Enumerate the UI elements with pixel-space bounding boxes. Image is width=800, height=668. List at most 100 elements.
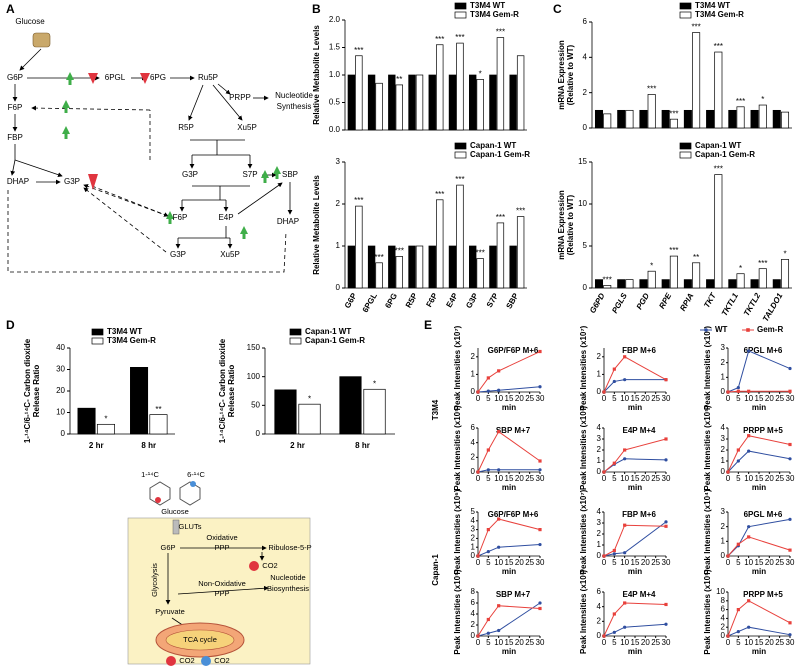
significance: *** — [758, 259, 767, 268]
x-tick-label: 15 — [505, 394, 514, 403]
bar — [395, 84, 403, 131]
x-tick-label: 15 — [755, 558, 764, 567]
y-tick-label: 1 — [471, 370, 476, 379]
chart-title: E4P M+4 — [623, 426, 657, 435]
y-tick-label: 1 — [597, 540, 602, 549]
label-atom — [190, 481, 196, 487]
significance: ** — [155, 405, 161, 414]
legend-swatch — [91, 328, 104, 336]
bar — [496, 222, 505, 289]
schematic-label: CO2 — [179, 656, 194, 665]
increase-arrow — [261, 170, 269, 183]
x-tick-label: 5 — [736, 394, 741, 403]
x-tick-label: TKT — [702, 291, 718, 310]
y-tick-label: 3 — [721, 343, 726, 352]
bar — [683, 109, 692, 129]
y-tick-label: 3 — [336, 157, 341, 166]
point — [747, 535, 751, 539]
bar — [355, 205, 363, 289]
x-tick-label: 15 — [631, 474, 640, 483]
point — [486, 389, 490, 393]
point — [664, 437, 668, 441]
x-tick-label: G3P — [464, 291, 480, 310]
x-tick-label: 0 — [476, 638, 481, 647]
x-tick-label: 6PGL — [361, 291, 379, 314]
x-tick-label: 0 — [602, 474, 607, 483]
point — [623, 625, 627, 629]
point — [788, 457, 792, 461]
chart-title: PRPP M+5 — [743, 590, 783, 599]
increase-arrow — [62, 100, 70, 113]
x-tick-label: 2 hr — [290, 441, 305, 450]
y-tick-label: 2 — [583, 88, 588, 97]
x-tick-label: 30 — [536, 638, 545, 647]
bar — [736, 273, 745, 289]
arrow — [14, 159, 63, 177]
x-axis-label: min — [752, 483, 766, 492]
point — [602, 634, 606, 638]
x-tick-label: 0 — [476, 474, 481, 483]
series-line — [727, 450, 791, 473]
legend-swatch — [289, 328, 302, 336]
y-axis-label: 1-¹⁴C/6-¹⁴C- Carbon dioxide — [218, 338, 227, 443]
bar — [489, 74, 497, 131]
x-tick-label: 15 — [631, 638, 640, 647]
x-tick-label: 20 — [641, 394, 650, 403]
y-tick-label: 0 — [721, 467, 726, 476]
pathway-node: Nucleotide — [275, 91, 313, 100]
bar — [388, 245, 396, 289]
pathway-node: R5P — [178, 123, 194, 132]
x-tick-label: 30 — [786, 638, 795, 647]
x-tick-label: 30 — [662, 638, 671, 647]
glucose-ring — [149, 481, 171, 506]
x-tick-label: 30 — [662, 394, 671, 403]
y-tick-label: 2 — [471, 534, 476, 543]
y-tick-label: 4 — [597, 602, 602, 611]
decrease-arrow — [88, 73, 98, 84]
point — [623, 448, 627, 452]
bar — [594, 279, 604, 289]
pathway-node: Xu5P — [220, 250, 240, 259]
series-line — [727, 626, 791, 637]
y-tick-label: 6 — [597, 587, 602, 596]
y-tick-label: 0 — [721, 387, 726, 396]
point — [497, 545, 501, 549]
increase-arrow — [166, 211, 174, 224]
y-tick-label: 4 — [583, 52, 588, 61]
pathway-node: Ru5P — [198, 73, 218, 82]
pathway-node: FBP — [7, 133, 23, 142]
bar — [706, 109, 715, 129]
x-tick-label: 30 — [786, 558, 795, 567]
x-tick-label: SBP — [504, 291, 520, 310]
bar — [780, 259, 790, 289]
y-tick-label: 2 — [471, 452, 476, 461]
significance: *** — [354, 196, 363, 205]
arrow — [212, 84, 243, 121]
point — [612, 379, 616, 384]
series-line — [477, 351, 541, 393]
series-line — [603, 356, 667, 393]
schematic-label: TCA cycle — [183, 635, 217, 644]
bar — [516, 55, 525, 131]
y-tick-label: 1 — [597, 456, 602, 465]
bar — [496, 37, 505, 131]
point — [476, 390, 480, 394]
x-tick-label: 5 — [612, 638, 617, 647]
point — [788, 442, 792, 447]
panel-label: C — [553, 2, 562, 16]
significance: * — [761, 95, 764, 104]
y-tick-label: 2 — [471, 620, 476, 629]
pathway-node: F6P — [8, 103, 23, 112]
series-line — [477, 605, 541, 637]
bar — [728, 109, 737, 129]
significance: * — [308, 394, 311, 403]
connector — [190, 139, 250, 156]
x-tick-label: 30 — [786, 474, 795, 483]
series-line — [477, 518, 541, 557]
x-tick-label: 25 — [775, 474, 784, 483]
bar — [516, 216, 525, 289]
bar — [367, 245, 376, 289]
bar — [339, 376, 362, 435]
bar — [780, 111, 790, 129]
